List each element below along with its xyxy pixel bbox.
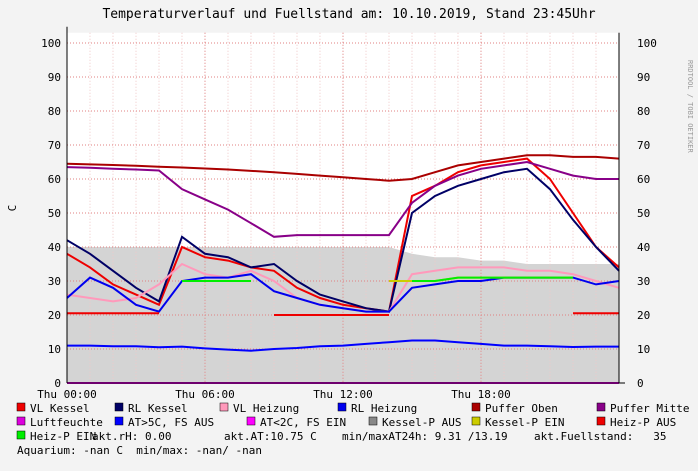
info-text: akt.Fuellstand: 35 xyxy=(534,430,666,443)
legend-swatch xyxy=(219,402,229,412)
y-tick-label: 60 xyxy=(48,173,61,186)
legend-label: Puffer Oben xyxy=(485,402,558,415)
y-tick-label: 20 xyxy=(48,309,61,322)
y-axis-label: C xyxy=(6,205,19,212)
y-tick-label-right: 0 xyxy=(637,377,644,390)
legend-swatch xyxy=(16,416,26,426)
y-tick-label-right: 30 xyxy=(637,275,650,288)
legend-label: Heiz-P EIN xyxy=(30,430,96,443)
y-tick-label: 90 xyxy=(48,71,61,84)
info-text: akt.AT:10.75 C xyxy=(224,430,317,443)
x-tick-label: Thu 12:00 xyxy=(313,388,373,401)
legend-label: RL Kessel xyxy=(128,402,188,415)
legend-swatch xyxy=(114,416,124,426)
legend-label: Heiz-P AUS xyxy=(610,416,676,429)
legend-label: Kessel-P AUS xyxy=(382,416,461,429)
y-tick-label-right: 20 xyxy=(637,309,650,322)
legend-label: Puffer Mitte xyxy=(610,402,689,415)
y-tick-label-right: 50 xyxy=(637,207,650,220)
x-tick-label: Thu 00:00 xyxy=(37,388,97,401)
info-text: min/maxAT24h: 9.31 /13.19 xyxy=(342,430,508,443)
y-tick-label-right: 80 xyxy=(637,105,650,118)
legend-label: VL Heizung xyxy=(233,402,299,415)
legend-swatch xyxy=(471,416,481,426)
y-tick-label: 30 xyxy=(48,275,61,288)
legend-swatch xyxy=(114,402,124,412)
series-line xyxy=(66,157,620,313)
y-tick-label: 40 xyxy=(48,241,61,254)
legend-swatch xyxy=(596,416,606,426)
legend-swatch xyxy=(16,430,26,440)
legend-label: Kessel-P EIN xyxy=(485,416,564,429)
legend-label: Luftfeuchte xyxy=(30,416,103,429)
x-tick-label: Thu 18:00 xyxy=(451,388,511,401)
y-tick-label-right: 10 xyxy=(637,343,650,356)
info-text: Aquarium: -nan C min/max: -nan/ -nan xyxy=(17,444,262,457)
legend-swatch xyxy=(368,416,378,426)
chart-title: Temperaturverlauf und Fuellstand am: 10.… xyxy=(102,7,595,22)
series-line xyxy=(66,160,619,238)
y-tick-label: 100 xyxy=(41,37,61,50)
series-line xyxy=(67,339,619,352)
y-tick-label-right: 40 xyxy=(637,241,650,254)
y-tick-label-right: 60 xyxy=(637,173,650,186)
legend-swatch xyxy=(246,416,256,426)
legend-label: AT>5C, FS AUS xyxy=(128,416,214,429)
watermark: RRDTOOL / TOBI OETIKER xyxy=(686,60,694,154)
y-tick-label-right: 100 xyxy=(637,37,657,50)
series-line xyxy=(66,167,620,313)
legend-swatch xyxy=(16,402,26,412)
y-tick-label: 80 xyxy=(48,105,61,118)
y-tick-label: 10 xyxy=(48,343,61,356)
y-tick-label: 70 xyxy=(48,139,61,152)
legend-swatch xyxy=(337,402,347,412)
legend-swatch xyxy=(471,402,481,412)
x-tick-label: Thu 06:00 xyxy=(175,388,235,401)
legend-label: AT<2C, FS EIN xyxy=(260,416,346,429)
legend-label: RL Heizung xyxy=(351,402,417,415)
series-line xyxy=(67,312,619,316)
series-line xyxy=(182,276,573,282)
info-text: akt.rH: 0.00 xyxy=(92,430,171,443)
y-tick-label-right: 70 xyxy=(637,139,650,152)
y-tick-label-right: 90 xyxy=(637,71,650,84)
legend-swatch xyxy=(596,402,606,412)
y-tick-label: 0 xyxy=(54,377,61,390)
legend-label: VL Kessel xyxy=(30,402,90,415)
series-line xyxy=(66,154,620,182)
y-tick-label: 50 xyxy=(48,207,61,220)
